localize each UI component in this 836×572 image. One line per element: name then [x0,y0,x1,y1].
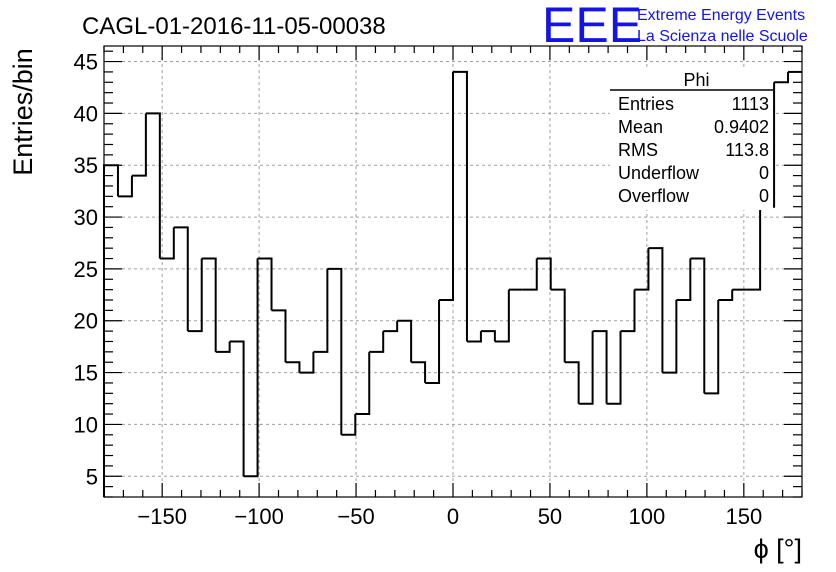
histogram-bin [313,268,329,353]
histogram-bin [131,113,147,177]
histogram-bin [592,330,608,404]
histogram-bin [564,361,580,404]
x-tick-label: −100 [234,504,284,529]
stats-box: Phi Entries 1113 Mean 0.9402 RMS 113.8 Underflo… [610,70,773,210]
histogram-bin [285,361,301,373]
histogram-bin [774,71,790,84]
histogram-bin [299,351,315,374]
histogram-bin [606,331,622,405]
histogram-bin [494,289,510,343]
histogram-bin [648,247,664,373]
stats-row-label: Overflow [618,186,690,206]
histogram-bin [257,257,273,311]
histogram-bin [369,331,385,353]
histogram-bin [355,351,371,416]
stats-row-label: Entries [618,94,674,114]
histogram-bin [173,226,189,332]
histogram-bin [578,331,594,405]
x-tick-label: 150 [725,504,762,529]
x-tick-label: 0 [447,504,459,529]
x-tick-label: −50 [337,504,374,529]
histogram-bin [536,257,552,290]
histogram-bin [159,227,175,260]
histogram-bin [453,70,468,342]
histogram-bin [201,257,217,352]
y-tick-label: 5 [86,464,98,489]
histogram-bin [620,289,636,333]
logo-mark: EEE [542,0,642,53]
histogram-bin [215,341,231,353]
y-tick-label: 15 [74,361,98,386]
stats-box-title: Phi [683,70,709,90]
histogram-bin [550,288,566,363]
histogram-series [103,70,802,497]
stats-row-value: 0 [759,186,769,206]
histogram-bin [425,300,441,384]
eee-logo: EEE Extreme Energy Events La Scienza nel… [542,0,808,53]
histogram-bin [718,289,734,302]
histogram-bin [676,258,692,302]
histogram-bin [480,330,496,342]
y-axis-title: Entries/bin [8,48,38,176]
histogram-bin [411,361,427,383]
histogram-bin [117,175,133,198]
stats-row-value: 113.8 [725,140,769,160]
histogram-bin [746,206,762,291]
chart-title: CAGL-01-2016-11-05-00038 [82,13,386,40]
y-tick-label: 35 [74,153,98,178]
histogram-bin [243,258,259,478]
x-axis-ticks: −150 −100 −50 0 50 100 150 [103,46,803,529]
x-tick-label: 50 [538,504,562,529]
histogram-bin [187,258,203,333]
histogram-bin [690,257,706,394]
histogram-bin [229,340,245,477]
histogram-bin [662,300,678,374]
y-axis-ticks: 5 10 15 20 25 30 35 40 45 [74,50,802,498]
stats-row-label: Mean [618,117,663,137]
x-axis-title: ϕ [°] [754,534,802,564]
y-tick-label: 25 [74,257,98,282]
y-tick-label: 40 [74,101,98,126]
histogram-bin [271,309,287,363]
y-tick-label: 20 [74,309,98,334]
stats-box-background [610,70,773,210]
y-tick-label: 45 [74,50,98,75]
histogram-bin [522,258,538,291]
y-tick-label: 30 [74,205,98,230]
x-tick-label: −150 [137,504,187,529]
histogram-bin [704,300,720,395]
histogram-bin [634,248,650,291]
logo-line-2: La Scienza nelle Scuole [637,28,808,45]
histogram-bin [145,112,161,259]
stats-row-value: 1113 [732,94,769,114]
histogram-bin [466,331,482,343]
histogram-bin [397,319,413,363]
x-tick-label: 100 [629,504,666,529]
y-tick-label: 10 [74,412,98,437]
logo-line-1: Extreme Energy Events [637,7,805,24]
histogram-bin [341,414,357,436]
histogram-bin [383,320,399,333]
stats-row-label: RMS [618,140,658,160]
stats-row-value: 0 [759,163,769,183]
stats-row-label: Underflow [618,163,700,183]
histogram-bin [327,267,343,435]
histogram-bin [439,71,454,302]
stats-row-value: 0.9402 [714,117,769,137]
